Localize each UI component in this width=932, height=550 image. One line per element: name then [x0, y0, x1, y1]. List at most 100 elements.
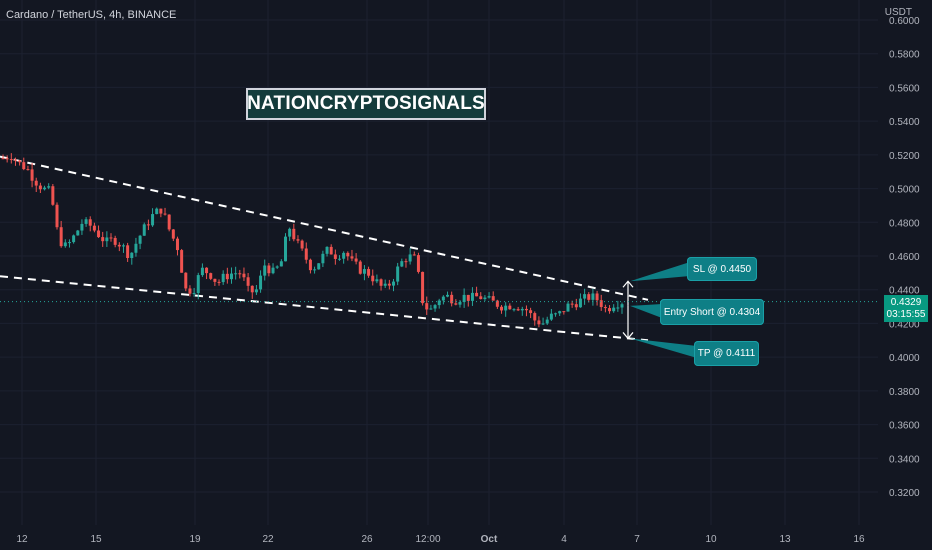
trendline-upper[interactable]	[0, 157, 648, 300]
candle-body	[184, 273, 187, 289]
candle-body	[413, 254, 416, 255]
candle-body	[608, 308, 611, 311]
candle-body	[409, 254, 412, 261]
candle-body	[85, 219, 88, 224]
candle-body	[139, 236, 142, 244]
candle-body	[201, 268, 204, 275]
candle-body	[22, 162, 25, 169]
candle-body	[26, 169, 29, 170]
candle-body	[255, 289, 258, 292]
candle-body	[122, 245, 125, 246]
candle-body	[554, 313, 557, 314]
candle-body	[301, 241, 304, 249]
candle-body	[500, 307, 503, 311]
candle-body	[155, 209, 158, 214]
y-tick-label: 0.5400	[889, 117, 920, 128]
candle-body	[14, 160, 17, 161]
candle-body	[566, 304, 569, 312]
candle-body	[371, 276, 374, 282]
candle-body	[72, 235, 75, 242]
candle-body	[267, 266, 270, 274]
candle-body	[392, 282, 395, 286]
tp-callout-pointer	[630, 338, 697, 358]
candle-body	[272, 268, 275, 274]
x-tick-label: 10	[705, 534, 717, 545]
candle-body	[346, 253, 349, 256]
candle-body	[309, 260, 312, 270]
candle-body	[18, 161, 21, 163]
candle-body	[596, 293, 599, 300]
candle-body	[521, 309, 524, 310]
candle-body	[313, 269, 316, 270]
candle-body	[213, 279, 216, 282]
candle-body	[89, 219, 92, 225]
y-tick-label: 0.3200	[889, 488, 920, 499]
candle-body	[467, 295, 470, 301]
candle-body	[587, 294, 590, 300]
candle-body	[338, 259, 341, 260]
y-tick-label: 0.4000	[889, 353, 920, 364]
candle-body	[330, 247, 333, 255]
candle-body	[326, 247, 329, 254]
candle-body	[101, 237, 104, 241]
entry-callout[interactable]: Entry Short @ 0.4304	[660, 299, 764, 325]
candle-body	[64, 242, 67, 246]
candle-body	[172, 229, 175, 238]
candle-body	[134, 244, 137, 253]
candle-body	[35, 181, 38, 186]
candle-body	[238, 273, 241, 274]
y-tick-label: 0.5000	[889, 185, 920, 196]
candle-body	[31, 169, 34, 180]
candle-body	[222, 274, 225, 282]
candle-body	[380, 279, 383, 285]
candle-body	[296, 239, 299, 240]
candle-body	[93, 226, 96, 231]
candle-body	[388, 284, 391, 286]
candle-body	[118, 245, 121, 247]
candle-body	[471, 293, 474, 301]
trendline-lower[interactable]	[0, 276, 648, 340]
candle-body	[317, 263, 320, 269]
candle-body	[396, 266, 399, 281]
candle-body	[209, 273, 212, 279]
sl-callout[interactable]: SL @ 0.4450	[687, 257, 757, 281]
candle-body	[542, 323, 545, 324]
tp-callout[interactable]: TP @ 0.4111	[694, 341, 759, 366]
candle-body	[51, 186, 54, 205]
y-tick-label: 0.4800	[889, 218, 920, 229]
x-tick-label: 26	[361, 534, 373, 545]
candle-body	[97, 231, 100, 238]
candle-body	[359, 262, 362, 274]
time-axis: 12 15 19 22 26 12:00 Oct 4 7 10 13 16	[16, 534, 865, 545]
candle-body	[76, 231, 79, 236]
candle-body	[550, 314, 553, 320]
candle-body	[562, 311, 565, 312]
candle-body	[43, 188, 46, 190]
candle-body	[492, 296, 495, 300]
candle-body	[483, 298, 486, 299]
candle-body	[130, 253, 133, 258]
candle-body	[529, 310, 532, 313]
candle-body	[230, 274, 233, 280]
candle-body	[60, 227, 63, 246]
candle-body	[143, 224, 146, 235]
candle-body	[616, 307, 619, 308]
x-tick-label: 7	[634, 534, 640, 545]
x-tick-label: 19	[189, 534, 201, 545]
candle-body	[479, 296, 482, 299]
bar-countdown: 03:15:55	[887, 309, 926, 321]
candle-body	[575, 304, 578, 307]
watermark-banner: NATIONCRYPTOSIGNALS	[246, 88, 486, 120]
candle-body	[218, 282, 221, 283]
y-tick-label: 0.3400	[889, 454, 920, 465]
y-tick-label: 0.5600	[889, 83, 920, 94]
candle-body	[463, 295, 466, 302]
candle-body	[114, 238, 117, 245]
candle-body	[321, 254, 324, 263]
trendlines	[0, 157, 648, 341]
candle-body	[429, 309, 432, 310]
candle-body	[110, 237, 113, 238]
candle-body	[384, 284, 387, 286]
candle-body	[488, 296, 491, 297]
